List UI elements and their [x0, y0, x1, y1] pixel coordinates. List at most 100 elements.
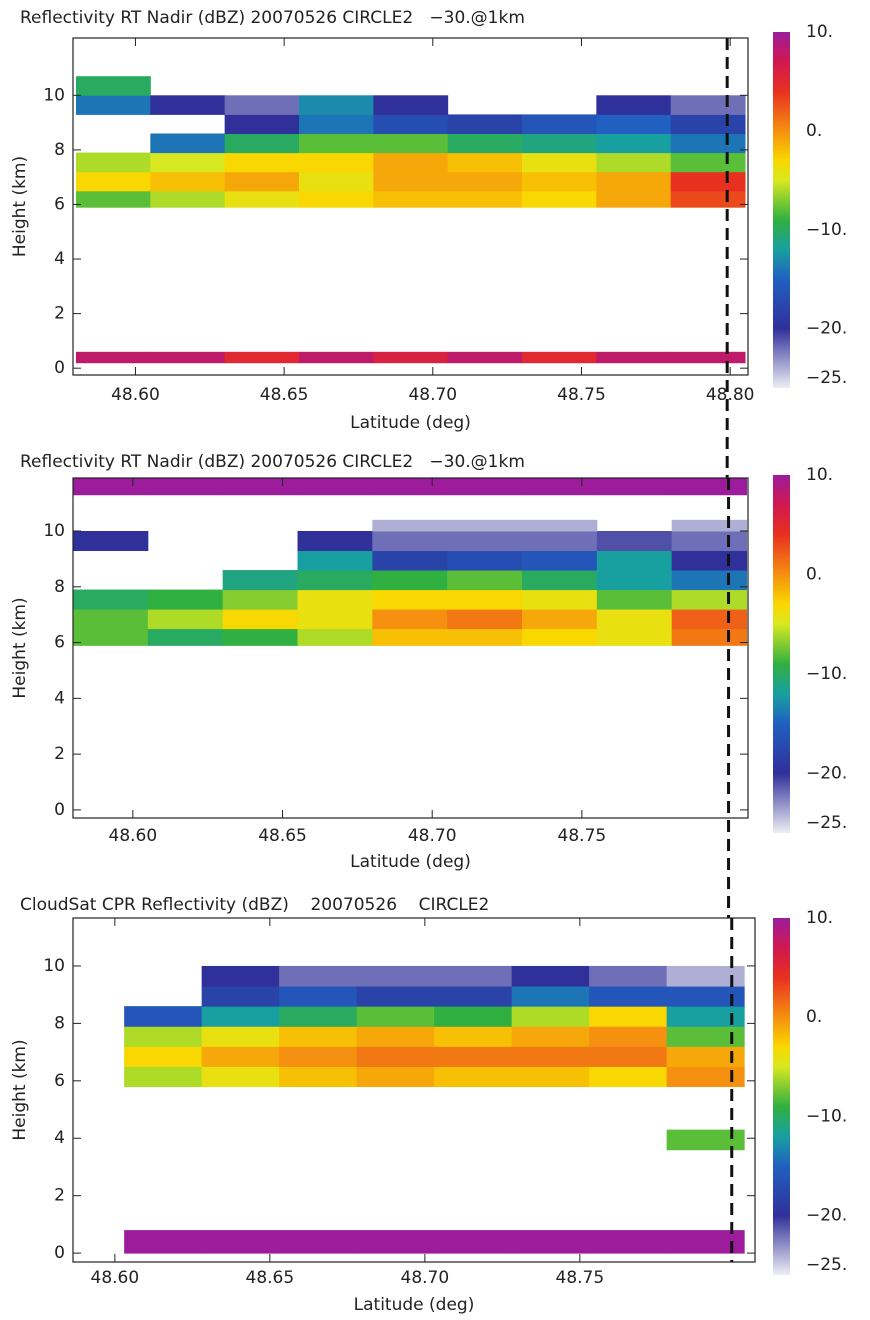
heatmap-cell — [201, 965, 280, 987]
y-tick-label: 10 — [43, 85, 65, 105]
colorbar-label: 0. — [806, 1007, 822, 1027]
heatmap-cell — [124, 1066, 203, 1088]
heatmap-cell — [589, 1230, 668, 1254]
heatmap-cell — [670, 114, 746, 135]
heatmap-cell — [522, 114, 597, 135]
heatmap-cell — [522, 609, 598, 630]
heatmap-cell — [147, 589, 224, 610]
x-tick-label: 48.70 — [408, 385, 457, 405]
heatmap-cell — [279, 1006, 358, 1027]
heatmap-cell — [222, 589, 299, 610]
heatmap-cell — [356, 1026, 435, 1047]
heatmap-cell — [596, 114, 672, 135]
heatmap-cell — [522, 190, 597, 208]
heatmap-cell — [372, 609, 448, 630]
colorbar — [773, 475, 790, 833]
colorbar-label: −20. — [806, 1206, 847, 1226]
heatmap-cell — [372, 570, 448, 591]
x-axis-label: Latitude (deg) — [354, 1295, 475, 1315]
heatmap-cell — [596, 171, 672, 192]
heatmap-cell — [356, 1046, 435, 1067]
heatmap-cell — [589, 986, 668, 1007]
heatmap-cell — [75, 190, 151, 208]
heatmap-cell — [201, 1066, 280, 1088]
heatmap-cell — [201, 986, 280, 1007]
heatmap-cell — [670, 152, 746, 173]
colorbar-label: −25. — [806, 813, 847, 833]
heatmap-cell — [356, 986, 435, 1007]
heatmap-cell — [522, 628, 598, 646]
heatmap-cell — [297, 530, 373, 552]
colorbar-label: −10. — [806, 1106, 847, 1126]
heatmap-cell — [671, 570, 748, 591]
heatmap-cell — [589, 1006, 668, 1027]
panel-title: CloudSat CPR Reflectivity (dBZ) 20070526… — [20, 895, 489, 915]
x-tick-label: 48.70 — [401, 1268, 450, 1288]
heatmap-cell — [670, 171, 746, 192]
heatmap-cell — [201, 1026, 280, 1047]
heatmap-cell — [356, 1230, 435, 1254]
heatmap-cell — [522, 351, 597, 364]
heatmap-cell — [596, 589, 673, 610]
heatmap-cell — [150, 95, 226, 115]
heatmap-cell — [150, 351, 226, 364]
heatmap-cell — [372, 478, 448, 496]
heatmap-cell — [298, 114, 374, 135]
heatmap-cell — [434, 965, 513, 987]
heatmap-cell — [297, 550, 373, 571]
heatmap-cell — [297, 478, 373, 496]
panel-title: Reflectivity RT Nadir (dBZ) 20070526 CIR… — [20, 452, 525, 472]
heatmap-cell — [434, 986, 513, 1007]
plot-frame — [72, 917, 756, 1263]
heatmap-cell — [522, 570, 598, 591]
heatmap-cell — [147, 609, 224, 630]
heatmap-cell — [147, 478, 224, 496]
y-tick-label: 0 — [54, 1243, 65, 1263]
heatmap-cell — [224, 351, 300, 364]
heatmap-cell — [596, 628, 673, 646]
heatmap-cell — [297, 589, 373, 610]
heatmap-cell — [150, 190, 226, 208]
x-tick-label: 48.75 — [556, 1268, 605, 1288]
heatmap-cells — [124, 965, 745, 1254]
heatmap-cell — [373, 152, 449, 173]
colorbar-label: 10. — [806, 908, 833, 928]
heatmap-cell — [671, 478, 748, 496]
heatmap-cell — [447, 114, 523, 135]
heatmap-cell — [511, 1026, 590, 1047]
heatmap-cell — [279, 1230, 358, 1254]
y-tick-label: 4 — [54, 249, 65, 269]
heatmap-cell — [222, 570, 299, 591]
y-tick-label: 0 — [54, 358, 65, 378]
heatmap-cell — [671, 550, 748, 571]
heatmap-cell — [75, 76, 151, 96]
heatmap-cell — [596, 95, 672, 115]
colorbar — [773, 32, 790, 388]
heatmap-cell — [666, 1026, 745, 1047]
heatmap-cell — [279, 986, 358, 1007]
colorbar-label: 10. — [806, 22, 833, 42]
heatmap-cell — [666, 1129, 745, 1151]
heatmap-cell — [589, 1026, 668, 1047]
heatmap-cell — [522, 133, 597, 154]
heatmap-cell — [373, 114, 449, 135]
heatmap-cell — [279, 1026, 358, 1047]
heatmap-cell — [511, 965, 590, 987]
y-tick-label: 8 — [54, 1013, 65, 1033]
heatmap-cell — [297, 609, 373, 630]
heatmap-cell — [150, 133, 226, 154]
heatmap-cell — [511, 1046, 590, 1067]
heatmap-cell — [372, 589, 448, 610]
heatmap-cell — [372, 628, 448, 646]
y-tick-label: 2 — [54, 1186, 65, 1206]
heatmap-cell — [124, 1046, 203, 1067]
heatmap-cell — [75, 95, 151, 115]
heatmap-cell — [75, 171, 151, 192]
heatmap-cell — [447, 519, 523, 532]
heatmap-cell — [670, 133, 746, 154]
heatmap-cell — [224, 95, 300, 115]
heatmap-cells — [75, 76, 746, 364]
heatmap-cell — [224, 152, 300, 173]
heatmap-cell — [596, 152, 672, 173]
